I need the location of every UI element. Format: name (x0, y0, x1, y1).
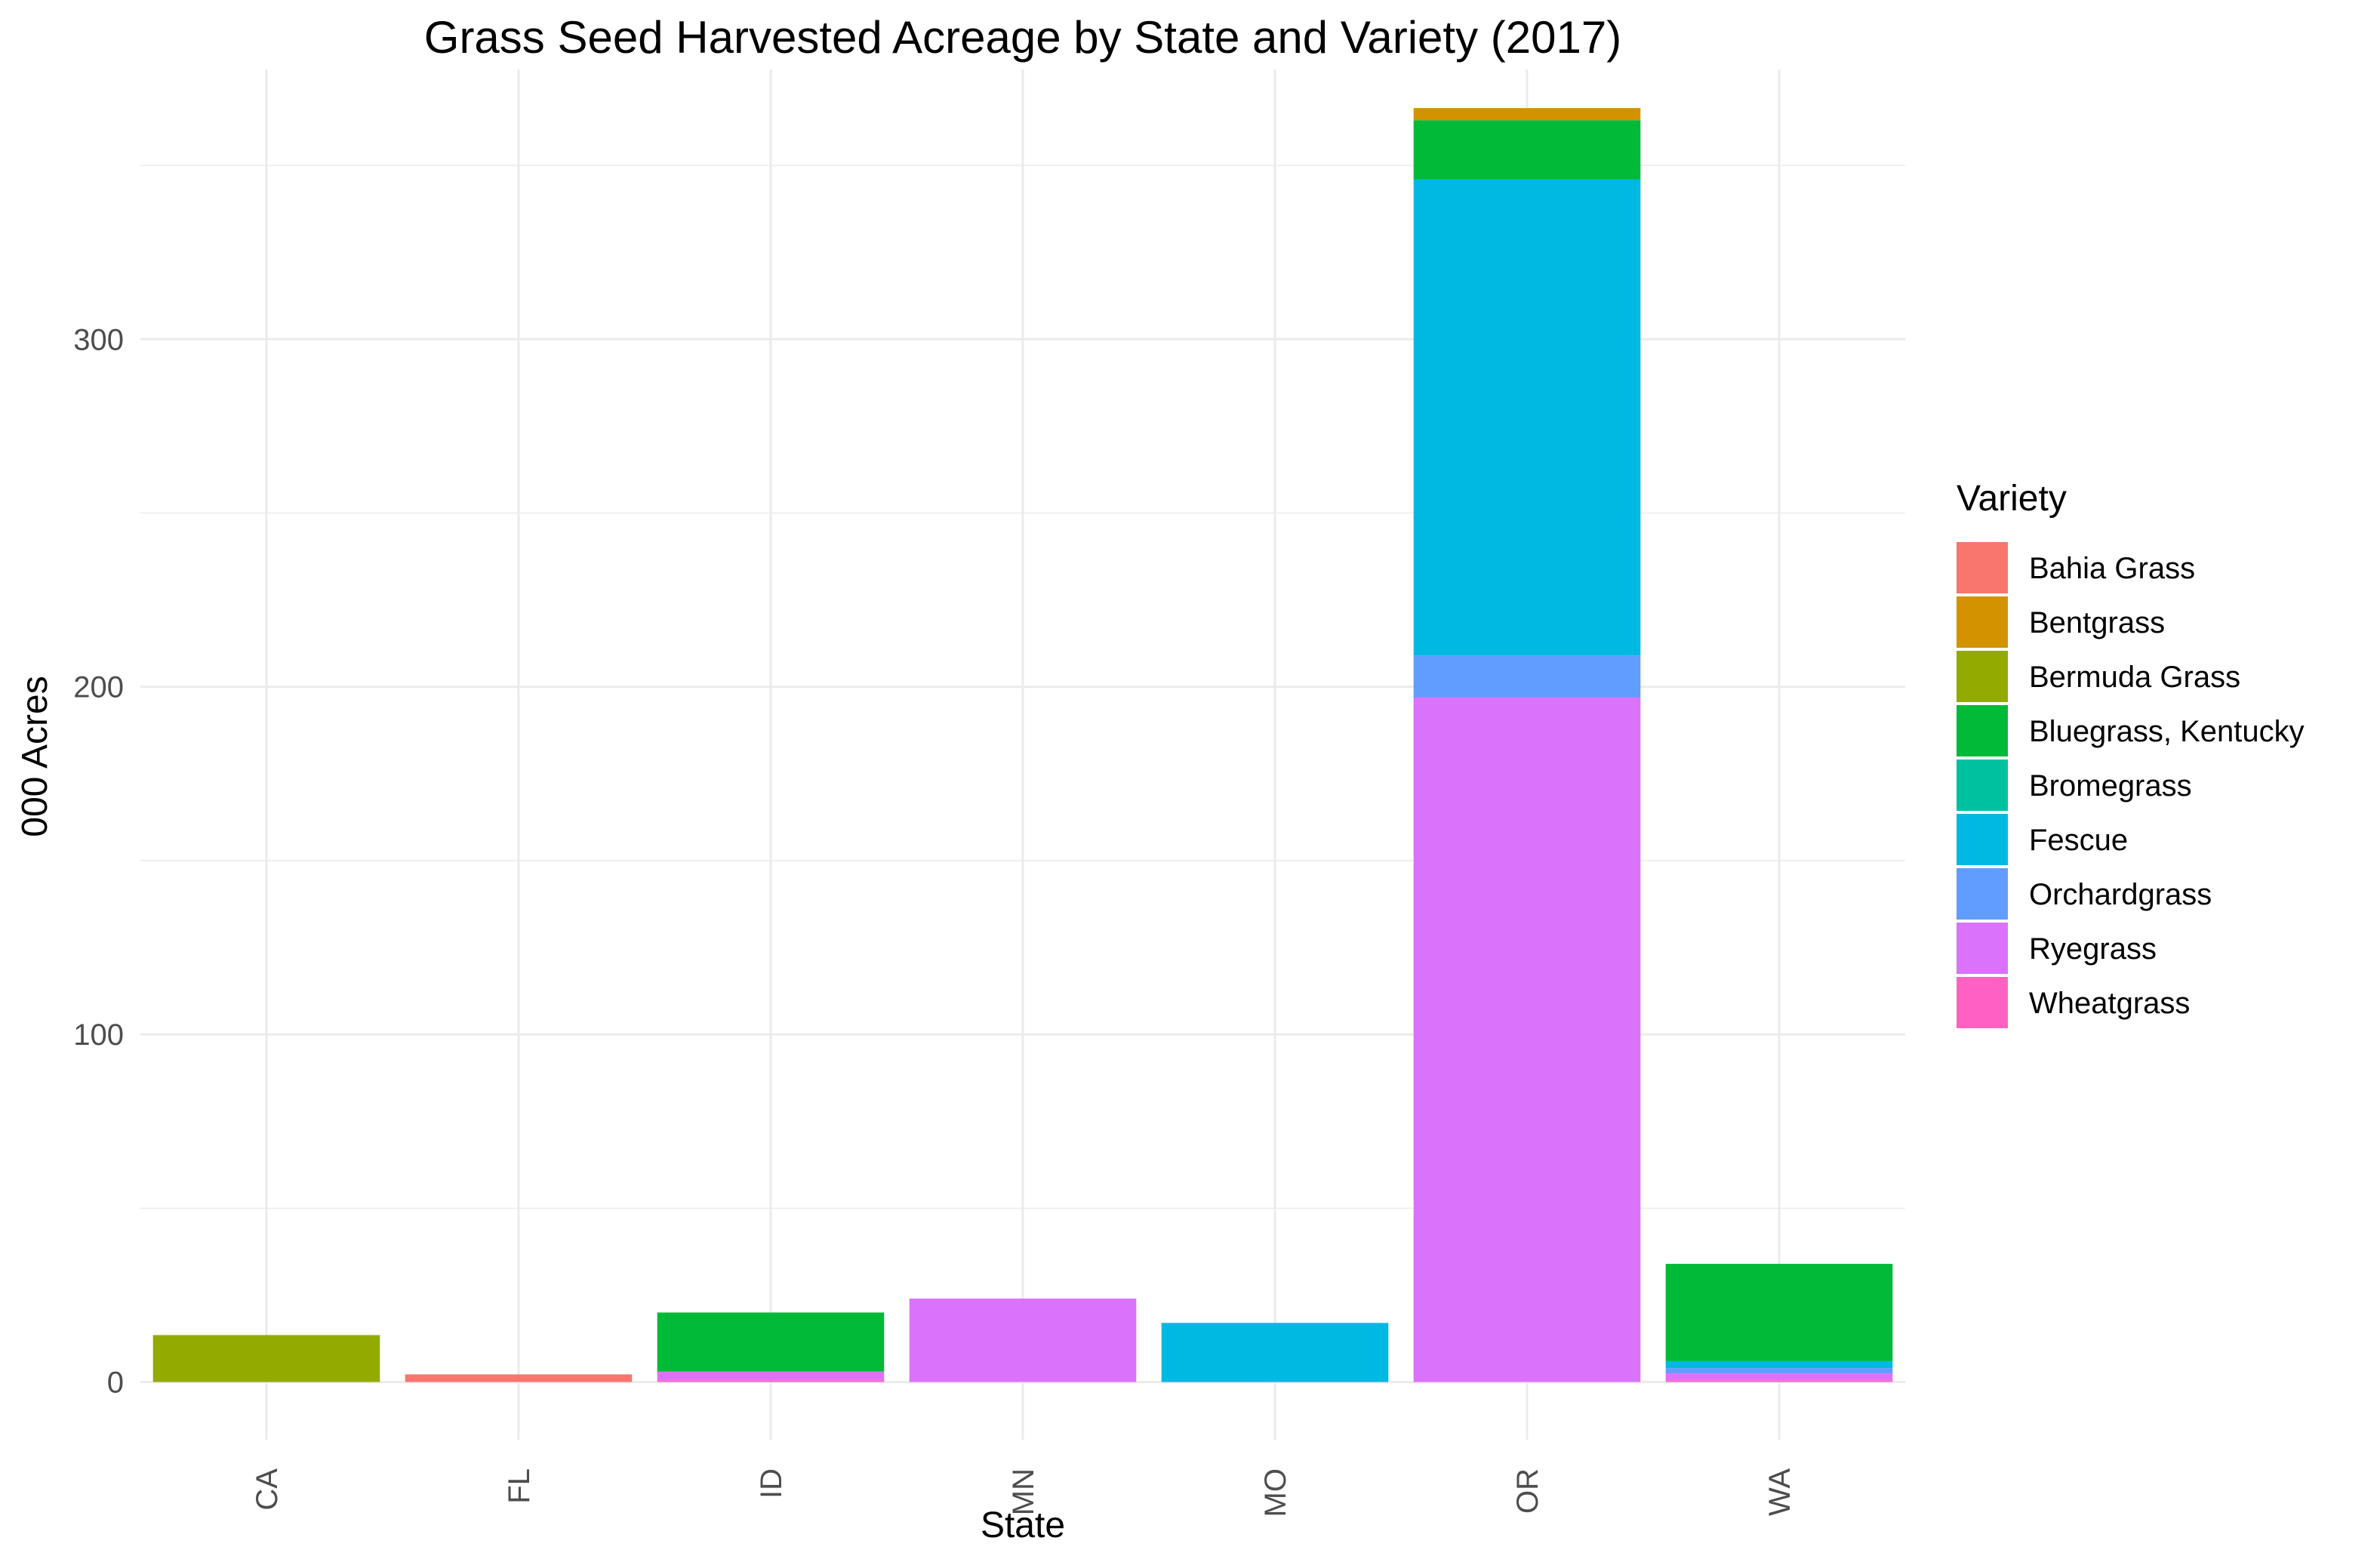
legend-key (1957, 977, 2008, 1028)
legend-key (1957, 814, 2008, 865)
bar-segment (1161, 1323, 1389, 1382)
bar-segment (1665, 1360, 1893, 1369)
legend-label: Bromegrass (2029, 769, 2192, 803)
bar-segment (1413, 108, 1641, 121)
bar-segment (657, 1371, 885, 1381)
legend-label: Fescue (2029, 824, 2128, 857)
legend-key (1957, 651, 2008, 702)
legend-label: Bahia Grass (2029, 552, 2195, 585)
bar-segment (1665, 1373, 1893, 1381)
legend-key (1957, 759, 2008, 811)
bar-segment (657, 1312, 885, 1372)
legend-label: Orchardgrass (2029, 878, 2212, 911)
bar-segment (1665, 1368, 1893, 1374)
legend-key (1957, 868, 2008, 920)
legend-title: Variety (1957, 479, 2067, 519)
bar-segment (1665, 1264, 1893, 1361)
bar-segment (1413, 179, 1641, 656)
legend-label: Ryegrass (2029, 932, 2157, 966)
x-tick-label: FL (503, 1468, 536, 1504)
y-tick-labels: 0 100 200 300 (73, 323, 124, 1399)
bar-segment (909, 1299, 1137, 1382)
legend-key (1957, 542, 2008, 593)
x-tick-label: MO (1259, 1468, 1292, 1517)
y-tick-label: 300 (73, 323, 124, 356)
legend-key (1957, 923, 2008, 974)
legend-key (1957, 596, 2008, 648)
legend-label: Bluegrass, Kentucky (2029, 715, 2305, 748)
x-tick-label: MN (1007, 1468, 1040, 1515)
y-tick-label: 0 (107, 1366, 124, 1400)
y-tick-label: 100 (73, 1018, 124, 1052)
legend-key (1957, 705, 2008, 756)
bar-segment (1413, 120, 1641, 180)
bar-segment (1665, 1380, 1893, 1382)
legend-label: Wheatgrass (2029, 987, 2190, 1020)
x-tick-label: WA (1763, 1468, 1797, 1516)
x-tick-label: ID (755, 1468, 788, 1499)
chart-title: Grass Seed Harvested Acreage by State an… (424, 12, 1621, 63)
x-tick-label: CA (251, 1468, 284, 1511)
legend: Variety Bahia Grass Bentgrass Bermuda Gras… (1957, 479, 2305, 1028)
y-tick-label: 200 (73, 671, 124, 704)
bar-segment (405, 1374, 633, 1382)
bar-segment (152, 1335, 380, 1382)
y-axis-title: 000 Acres (15, 676, 55, 836)
x-tick-label: OR (1511, 1468, 1544, 1514)
x-axis-title: State (981, 1505, 1065, 1545)
legend-label: Bermuda Grass (2029, 661, 2240, 694)
bars (152, 108, 1893, 1382)
bar-segment (657, 1380, 885, 1382)
bar-segment (1413, 697, 1641, 1382)
legend-label: Bentgrass (2029, 606, 2165, 639)
x-tick-labels: CA FL ID MN MO OR WA (251, 1468, 1797, 1517)
bar-segment (1413, 655, 1641, 698)
